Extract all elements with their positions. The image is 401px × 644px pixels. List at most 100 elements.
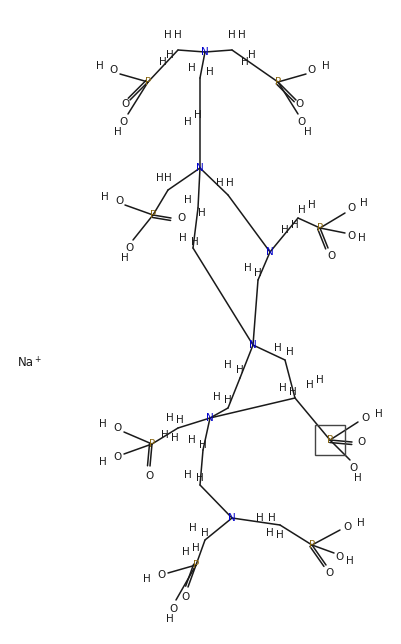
Text: H: H <box>306 380 314 390</box>
Text: H: H <box>286 347 294 357</box>
Text: H: H <box>161 430 169 440</box>
Text: H: H <box>360 198 368 208</box>
Text: H: H <box>224 360 232 370</box>
Text: O: O <box>146 471 154 481</box>
Text: N: N <box>196 163 204 173</box>
Text: H: H <box>96 61 104 71</box>
Text: O: O <box>336 552 344 562</box>
Text: H: H <box>346 556 354 566</box>
Text: H: H <box>289 387 297 397</box>
Text: H: H <box>189 523 197 533</box>
Text: H: H <box>256 513 264 523</box>
Text: N: N <box>266 247 274 257</box>
Text: O: O <box>170 604 178 614</box>
Text: H: H <box>176 415 184 425</box>
Text: O: O <box>328 251 336 261</box>
Text: O: O <box>361 413 369 423</box>
Text: O: O <box>350 463 358 473</box>
Text: H: H <box>182 547 190 557</box>
Text: O: O <box>348 231 356 241</box>
Text: N: N <box>249 340 257 350</box>
Text: O: O <box>125 243 133 253</box>
Text: H: H <box>274 343 282 353</box>
Text: H: H <box>281 225 289 235</box>
Text: P: P <box>145 77 151 87</box>
Text: H: H <box>188 435 196 445</box>
Text: H: H <box>241 57 249 67</box>
Text: H: H <box>298 205 306 215</box>
Text: H: H <box>121 253 129 263</box>
Text: H: H <box>114 127 122 137</box>
Text: H: H <box>188 63 196 73</box>
Text: O: O <box>157 570 165 580</box>
Text: H: H <box>228 30 236 40</box>
Text: P: P <box>149 439 155 449</box>
Text: H: H <box>194 110 202 120</box>
Text: H: H <box>268 513 276 523</box>
Text: H: H <box>156 173 164 183</box>
Text: H: H <box>254 268 262 278</box>
Text: O: O <box>182 592 190 602</box>
Text: O: O <box>296 99 304 109</box>
Text: H: H <box>99 457 107 467</box>
Text: O: O <box>358 437 366 447</box>
Text: H: H <box>224 395 232 405</box>
Text: H: H <box>206 67 214 77</box>
Text: O: O <box>348 203 356 213</box>
Text: O: O <box>326 568 334 578</box>
Text: H: H <box>308 200 316 210</box>
Text: N: N <box>201 47 209 57</box>
Text: H: H <box>196 473 204 483</box>
Text: +: + <box>34 354 41 363</box>
Text: P: P <box>150 210 156 220</box>
Text: O: O <box>110 65 118 75</box>
Text: H: H <box>143 574 151 584</box>
Text: O: O <box>177 213 185 223</box>
Text: O: O <box>298 117 306 127</box>
Text: H: H <box>174 30 182 40</box>
Text: H: H <box>166 50 174 60</box>
Text: H: H <box>159 57 167 67</box>
Text: P: P <box>327 435 333 445</box>
Text: H: H <box>213 392 221 402</box>
Text: H: H <box>358 233 366 243</box>
Text: H: H <box>179 233 187 243</box>
Text: H: H <box>236 365 244 375</box>
Text: P: P <box>317 223 323 233</box>
Text: H: H <box>184 470 192 480</box>
Text: O: O <box>343 522 351 532</box>
Text: H: H <box>199 440 207 450</box>
Text: O: O <box>113 423 121 433</box>
Text: H: H <box>216 178 224 188</box>
Text: H: H <box>279 383 287 393</box>
Text: H: H <box>101 192 109 202</box>
Text: H: H <box>244 263 252 273</box>
Text: H: H <box>226 178 234 188</box>
Text: H: H <box>184 117 192 127</box>
Text: H: H <box>99 419 107 429</box>
Text: H: H <box>248 50 256 60</box>
Text: H: H <box>164 173 172 183</box>
Text: H: H <box>184 195 192 205</box>
Text: H: H <box>266 528 274 538</box>
Text: H: H <box>201 528 209 538</box>
Text: H: H <box>191 237 199 247</box>
Text: H: H <box>375 409 383 419</box>
Text: N: N <box>206 413 214 423</box>
Text: O: O <box>120 117 128 127</box>
Text: P: P <box>275 77 281 87</box>
Text: H: H <box>164 30 172 40</box>
Text: H: H <box>192 543 200 553</box>
Text: O: O <box>122 99 130 109</box>
Text: N: N <box>228 513 236 523</box>
Text: O: O <box>308 65 316 75</box>
Text: H: H <box>291 220 299 230</box>
Text: P: P <box>193 560 199 570</box>
Text: O: O <box>115 196 123 206</box>
Text: O: O <box>113 452 121 462</box>
Text: H: H <box>171 433 179 443</box>
Text: H: H <box>322 61 330 71</box>
Text: H: H <box>198 208 206 218</box>
Text: H: H <box>276 530 284 540</box>
Text: H: H <box>354 473 362 483</box>
